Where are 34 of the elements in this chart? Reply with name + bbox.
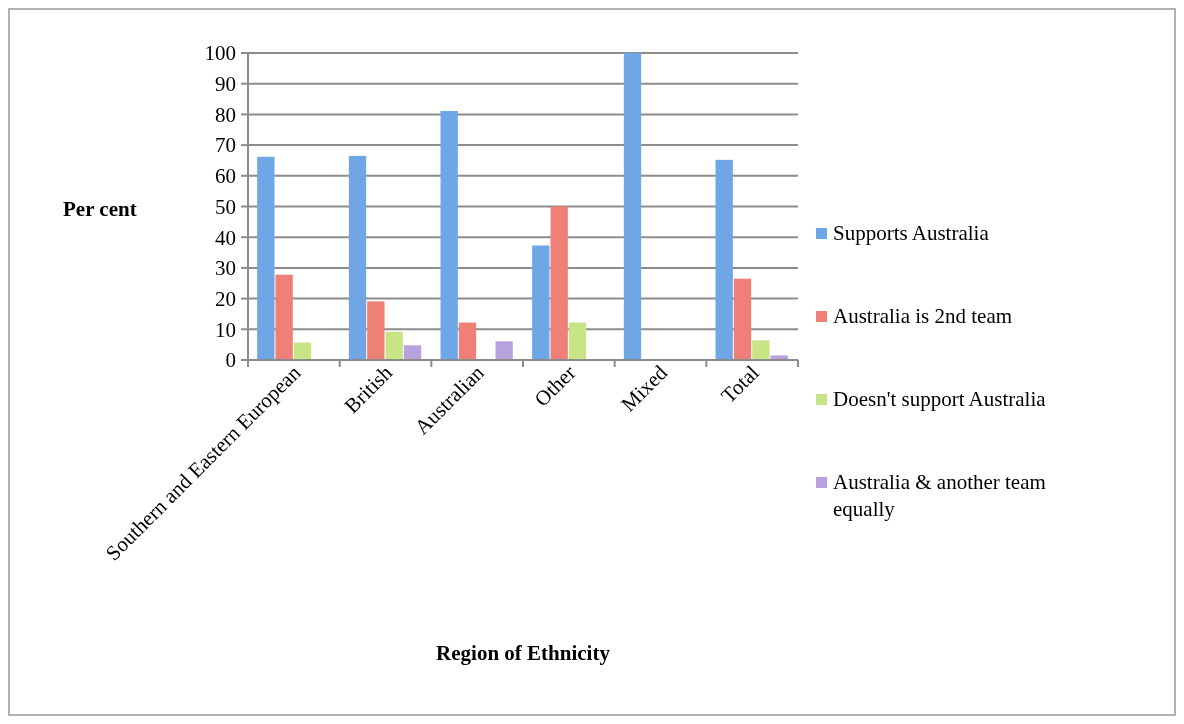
bar [440,111,458,360]
y-tick-label: 80 [215,102,236,127]
bar [550,206,568,360]
legend-label: Doesn't support Australia [833,387,1047,411]
y-tick-label: 50 [215,194,236,219]
y-tick-label: 10 [215,317,236,342]
y-tick-label: 40 [215,225,236,250]
bar [752,340,770,360]
x-axis-title: Region of Ethnicity [436,641,611,665]
bar [367,301,385,360]
legend-label: Australia & another team equally [833,470,1046,521]
y-tick-label: 20 [215,286,236,311]
legend-label: Australia is 2nd team [833,304,1013,328]
bar [623,53,642,360]
bar [495,341,513,360]
bar [385,331,403,360]
y-tick-label: 70 [215,133,236,158]
y-tick-label: 90 [215,72,236,97]
bar [532,245,550,360]
bar [348,155,367,360]
y-tick-label: 100 [204,41,236,66]
bar [293,342,312,360]
bar [568,322,587,360]
bar [275,274,293,360]
bar [257,156,275,360]
bar [715,159,733,360]
y-axis-title: Per cent [63,197,137,221]
legend-label: Supports Australia [833,221,990,245]
bar [733,278,752,360]
y-tick-label: 60 [215,164,236,189]
bar [458,322,477,360]
bar [403,345,422,360]
y-tick-label: 30 [215,256,236,281]
y-tick-label: 0 [225,348,236,373]
